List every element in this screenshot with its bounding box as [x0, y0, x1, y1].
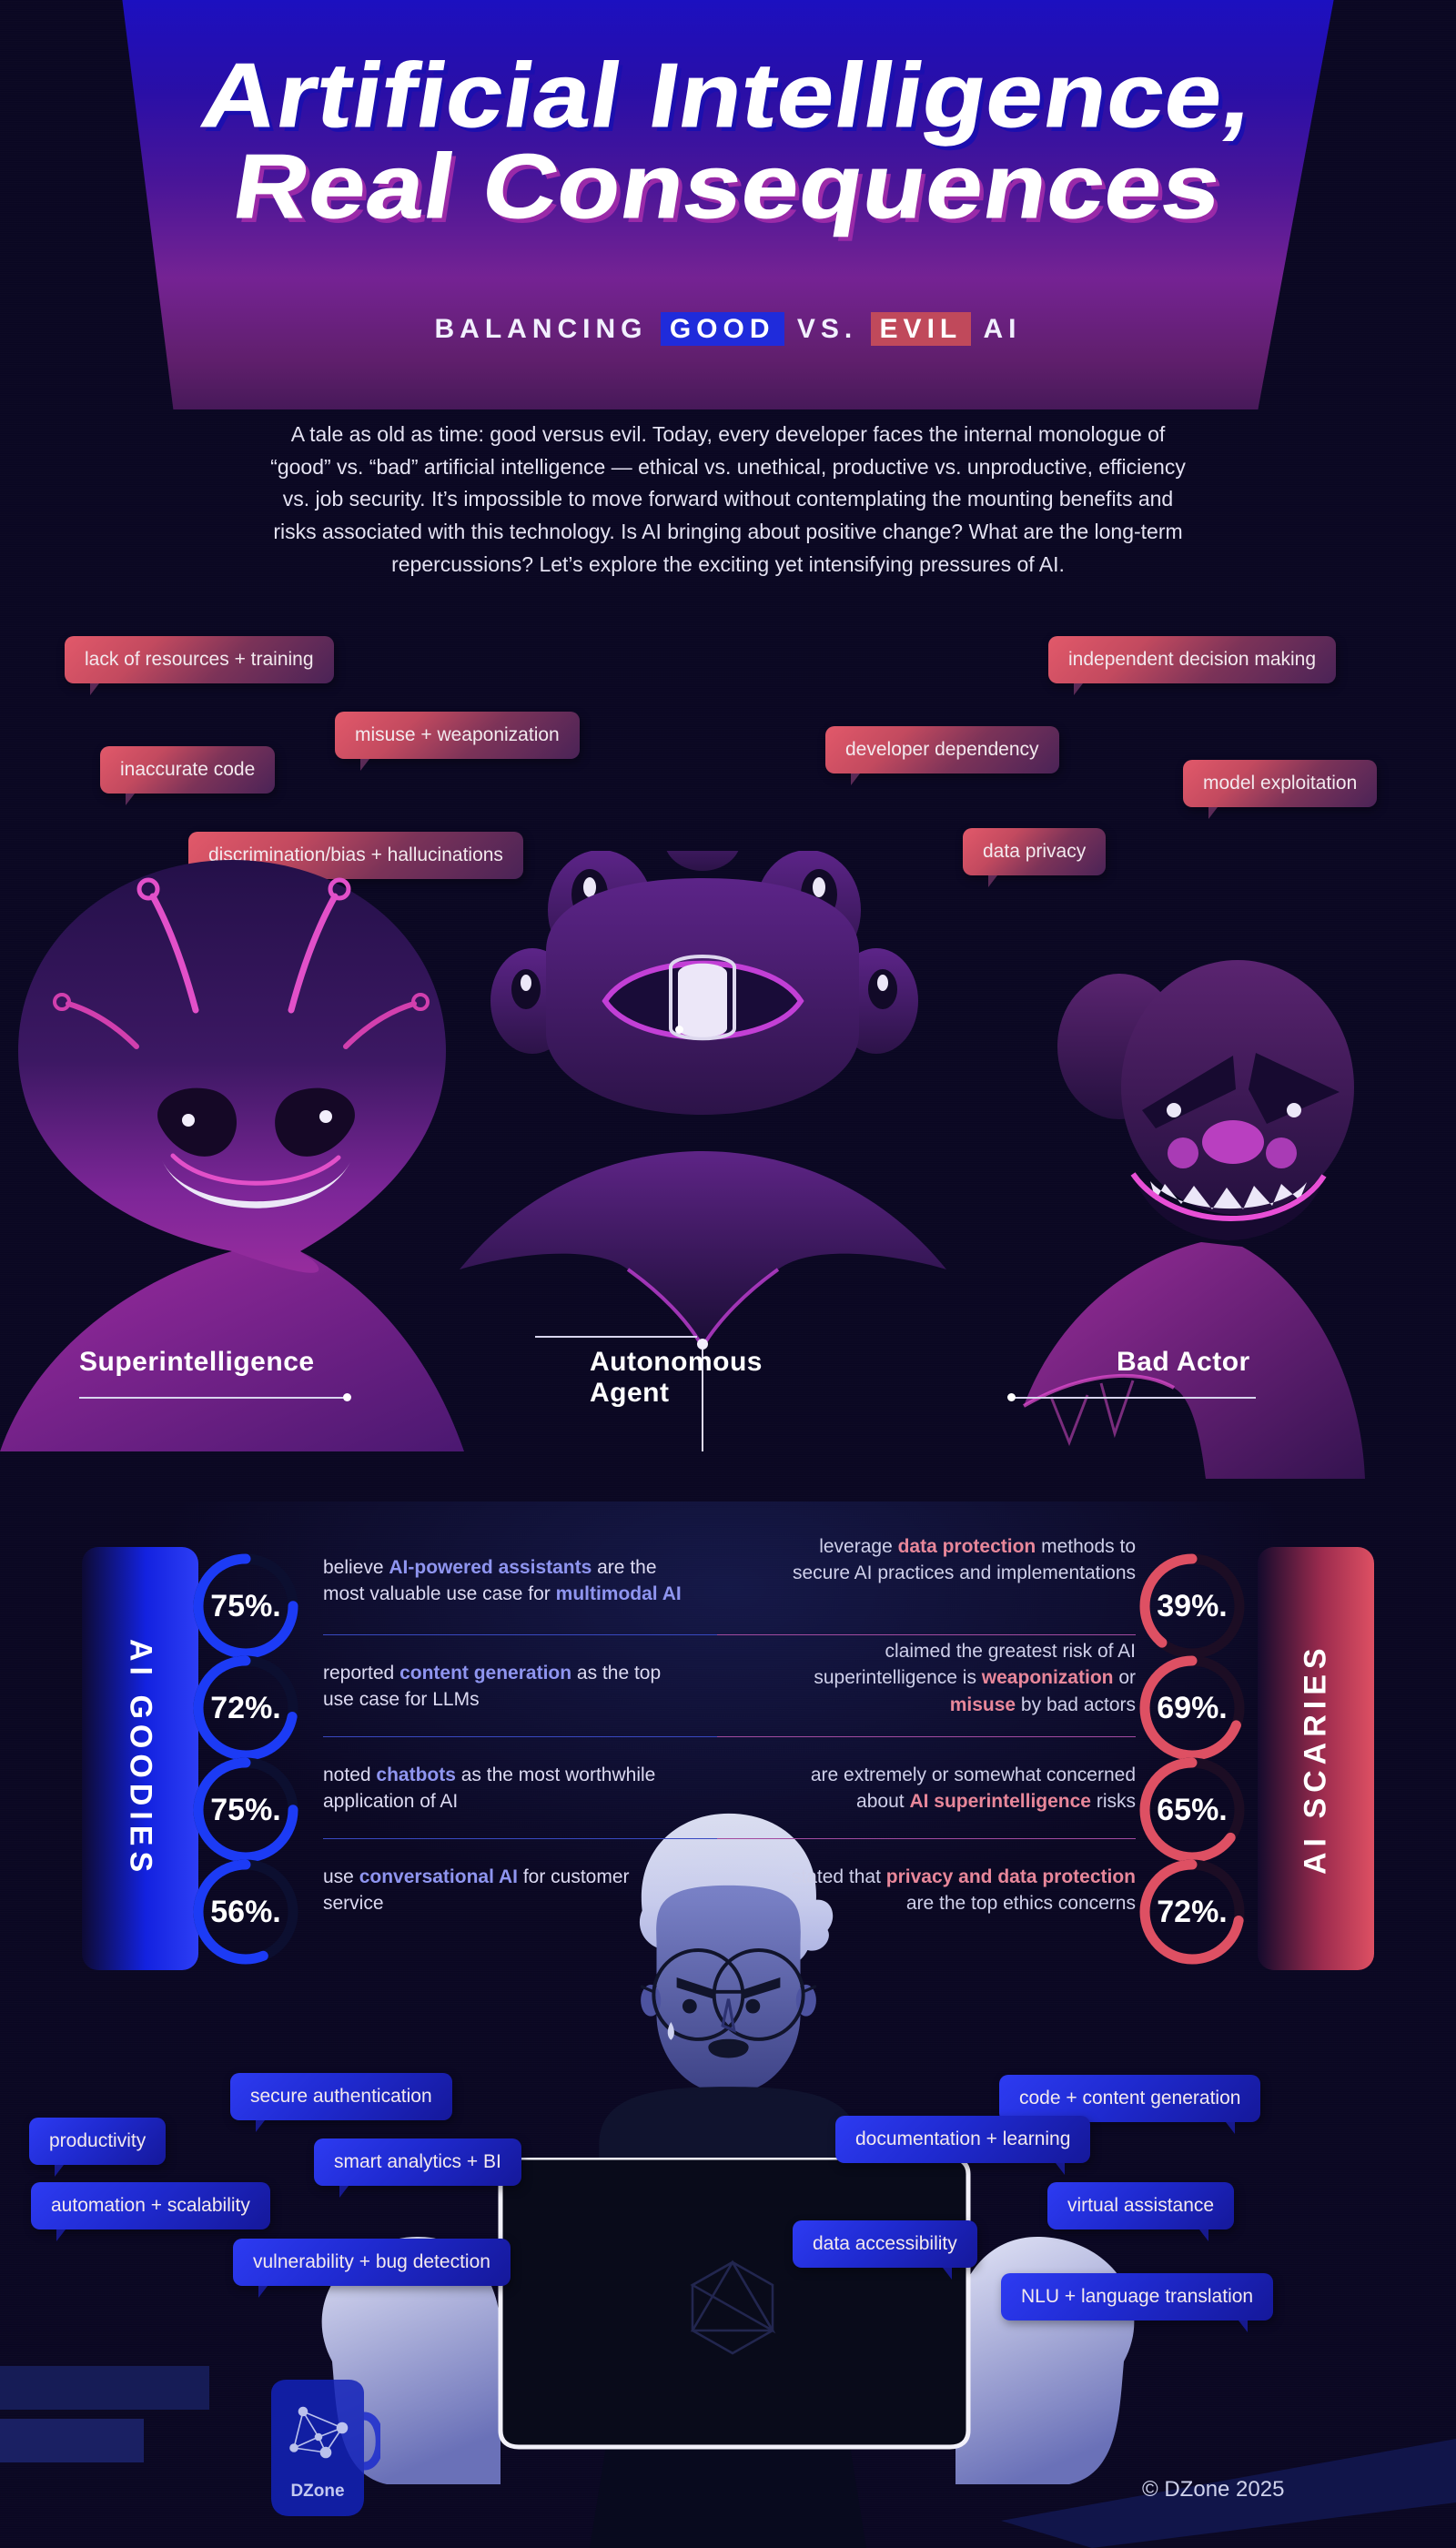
svg-text:56%.: 56%.	[210, 1895, 281, 1929]
svg-text:65%.: 65%.	[1157, 1793, 1228, 1827]
svg-text:75%.: 75%.	[210, 1589, 281, 1623]
svg-text:75%.: 75%.	[210, 1793, 281, 1827]
svg-text:DZone: DZone	[290, 2482, 344, 2501]
svg-text:72%.: 72%.	[210, 1691, 281, 1725]
svg-text:72%.: 72%.	[1157, 1895, 1228, 1929]
svg-text:39%.: 39%.	[1157, 1589, 1228, 1623]
svg-text:69%.: 69%.	[1157, 1691, 1228, 1725]
